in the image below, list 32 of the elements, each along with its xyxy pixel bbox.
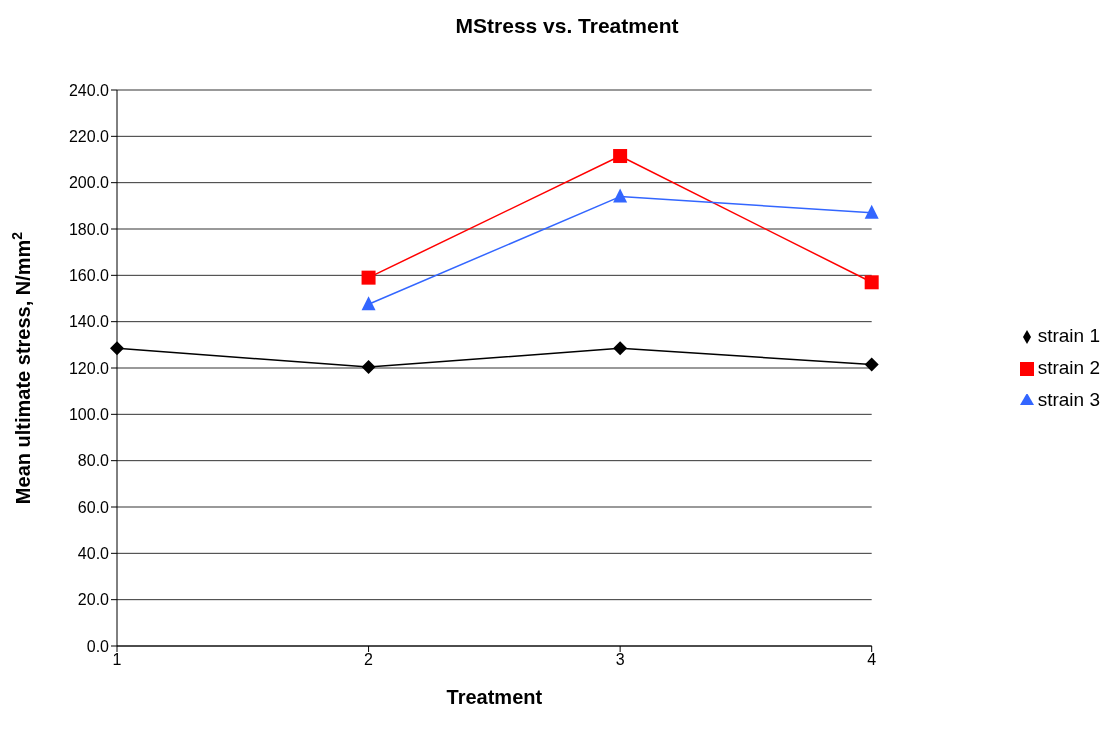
x-tick-label: 2 [364, 651, 374, 669]
x-tick-label: 1 [112, 651, 122, 669]
y-tick-label: 240.0 [68, 81, 110, 99]
x-tick-label: 3 [615, 651, 625, 669]
y-tick-label: 220.0 [68, 128, 110, 146]
legend-label: strain 1 [1037, 325, 1100, 346]
point [361, 296, 376, 311]
y-tick-label: 200.0 [68, 174, 110, 192]
legend-label: strain 3 [1037, 389, 1100, 410]
y-tick-label: 60.0 [77, 498, 110, 516]
y-tick-label: 20.0 [77, 591, 110, 609]
y-tick-label: 80.0 [77, 452, 110, 470]
point [361, 270, 376, 285]
y-tick-label: 140.0 [68, 313, 110, 331]
point [613, 149, 628, 164]
point [110, 341, 124, 356]
y-tick-label: 0.0 [86, 637, 110, 655]
point [613, 188, 628, 203]
point [613, 341, 628, 356]
y-tick-label: 100.0 [68, 406, 110, 424]
x-tick-label: 4 [867, 651, 877, 669]
x-axis-title: Treatment [446, 686, 543, 708]
point [864, 204, 879, 219]
y-tick-label: 120.0 [68, 359, 110, 377]
y-tick-label: 160.0 [68, 267, 110, 285]
y-tick-label: 180.0 [68, 220, 110, 238]
point [864, 357, 879, 372]
point [361, 360, 376, 375]
point [864, 275, 879, 290]
chart-title: MStress vs. Treatment [454, 14, 680, 38]
y-tick-label: 40.0 [77, 545, 110, 563]
legend-label: strain 2 [1037, 357, 1100, 378]
